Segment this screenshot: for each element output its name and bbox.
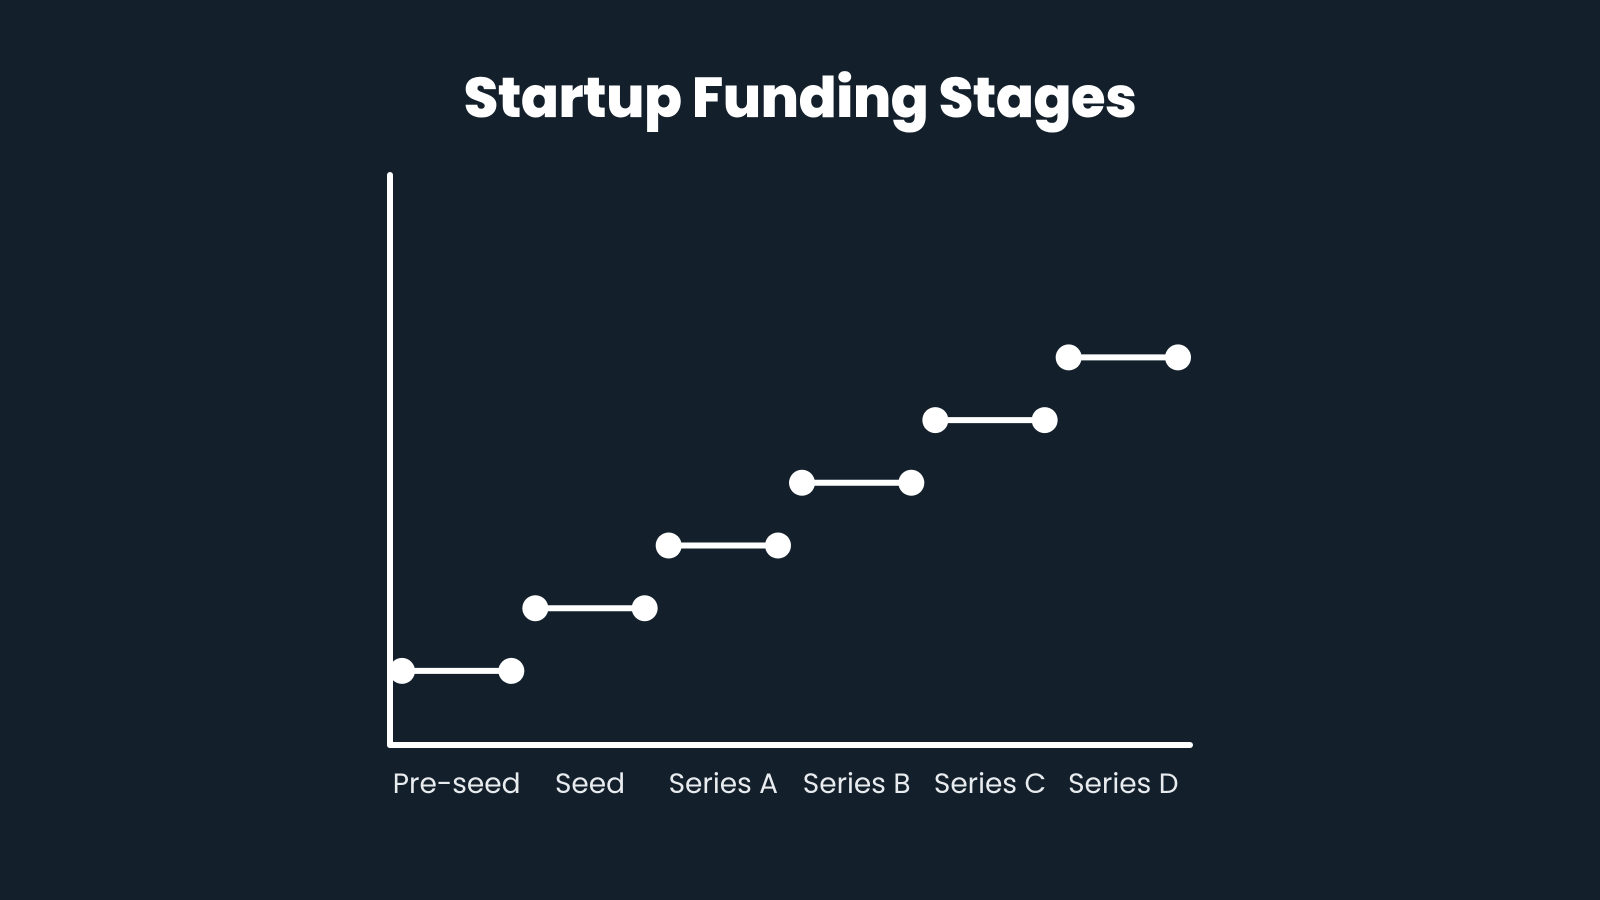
segment-marker-start: [522, 595, 548, 621]
stage-segment: [922, 407, 1057, 433]
x-axis-label: Seed: [555, 764, 625, 803]
segment-marker-start: [1056, 344, 1082, 370]
x-axis-label: Series B: [803, 764, 911, 803]
chart-title: Startup Funding Stages: [0, 55, 1600, 140]
segment-marker-start: [922, 407, 948, 433]
stage-segment: [389, 658, 524, 684]
x-axis-label: Series D: [1068, 764, 1178, 803]
x-axis-label: Series A: [669, 764, 778, 803]
stage-segment: [789, 470, 924, 496]
x-axis-label: Series C: [934, 764, 1046, 803]
chart-container: Startup Funding Stages Pre-seed Seed Serie…: [0, 0, 1600, 900]
segment-marker-start: [656, 533, 682, 559]
segment-marker-end: [1165, 344, 1191, 370]
stage-segment: [656, 533, 791, 559]
funding-stages-chart: Pre-seed Seed Series A Series B Series C Seri…: [360, 155, 1230, 835]
x-axis-labels: Pre-seed Seed Series A Series B Series C Seri…: [393, 764, 1179, 803]
segment-marker-end: [632, 595, 658, 621]
segment-marker-end: [1032, 407, 1058, 433]
x-axis-label: Pre-seed: [393, 764, 521, 803]
stage-segment: [522, 595, 657, 621]
segment-marker-end: [898, 470, 924, 496]
segment-marker-end: [765, 533, 791, 559]
series: [389, 344, 1191, 684]
stage-segment: [1056, 344, 1191, 370]
segment-marker-start: [789, 470, 815, 496]
segment-marker-end: [498, 658, 524, 684]
segment-marker-start: [389, 658, 415, 684]
